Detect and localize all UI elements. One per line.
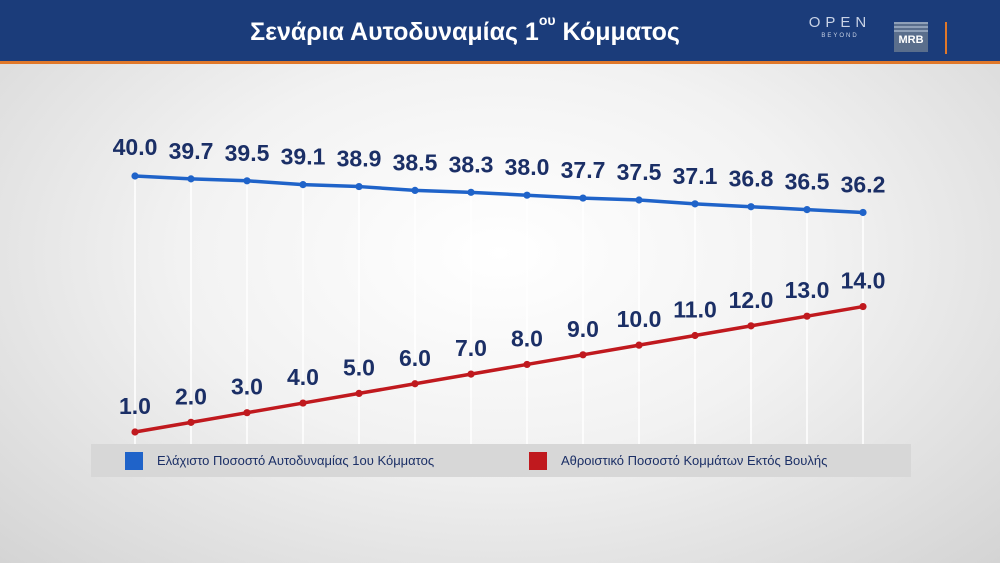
data-label-s2: 8.0	[511, 325, 543, 351]
mrb-logo-text: MRB	[898, 34, 924, 46]
data-point-s1	[635, 196, 643, 204]
logo-separator	[945, 22, 947, 54]
gridlines	[134, 176, 864, 444]
data-point-s2	[299, 399, 307, 407]
data-point-s1	[131, 172, 139, 180]
legend: Ελάχιστο Ποσοστό Αυτοδυναμίας 1ου Κόμματ…	[91, 444, 911, 477]
title-main: Σενάρια Αυτοδυναμίας 1	[250, 18, 539, 46]
data-label-s1: 37.7	[561, 157, 606, 183]
data-point-s1	[747, 203, 755, 211]
data-label-s1: 39.1	[281, 144, 326, 170]
data-point-s2	[243, 409, 251, 417]
data-label-s1: 38.5	[393, 149, 438, 175]
data-labels: 40.0 39.7 39.5 39.1 38.9 38.5 38.3 38.0 37.7 37.5…	[113, 134, 886, 419]
data-point-s2	[803, 312, 811, 320]
data-point-s1	[243, 177, 251, 185]
series-lines	[134, 174, 864, 434]
series-points	[131, 172, 867, 436]
data-point-s2	[355, 389, 363, 397]
legend-item-series1: Ελάχιστο Ποσοστό Αυτοδυναμίας 1ου Κόμματ…	[125, 444, 434, 477]
data-point-s2	[523, 360, 531, 369]
data-point-s1	[187, 175, 195, 183]
legend-label-series2: Αθροιστικό Ποσοστό Κομμάτων Εκτός Βουλής	[561, 453, 828, 468]
data-point-s2	[187, 418, 195, 426]
data-label-s1: 40.0	[113, 134, 158, 160]
data-point-s1	[411, 186, 419, 194]
chart-title: Σενάρια Αυτοδυναμίας 1ου Κόμματος	[0, 0, 930, 64]
series-line-1	[134, 174, 864, 215]
data-label-s2: 10.0	[617, 306, 662, 332]
data-point-s1	[299, 181, 307, 189]
data-label-s1: 36.2	[841, 171, 886, 197]
title-superscript: ου	[538, 12, 556, 28]
data-point-s2	[411, 380, 419, 388]
data-label-s1: 39.7	[169, 138, 214, 164]
data-point-s1	[579, 194, 587, 202]
data-label-s1: 38.3	[449, 151, 494, 177]
data-label-s2: 13.0	[785, 277, 830, 303]
data-label-s2: 1.0	[119, 393, 151, 419]
title-end: Κόμματος	[555, 18, 680, 46]
data-label-s2: 7.0	[455, 335, 487, 361]
legend-label-series1: Ελάχιστο Ποσοστό Αυτοδυναμίας 1ου Κόμματ…	[157, 453, 435, 468]
data-point-s2	[859, 302, 867, 311]
data-point-s1	[803, 206, 811, 214]
data-point-s2	[635, 341, 643, 349]
data-label-s1: 36.8	[729, 166, 774, 192]
data-point-s2	[691, 331, 699, 340]
data-point-s1	[523, 191, 531, 199]
data-label-s2: 12.0	[729, 287, 774, 313]
data-point-s1	[355, 182, 363, 191]
data-point-s2	[467, 370, 475, 378]
data-point-s1	[467, 188, 475, 196]
data-label-s2: 9.0	[567, 316, 599, 342]
open-beyond-logo: OPEN BEYOND	[805, 14, 875, 39]
mrb-logo: MRB	[894, 22, 928, 52]
data-label-s1: 39.5	[225, 140, 270, 166]
data-label-s1: 38.9	[337, 146, 382, 172]
logo-open-sub: BEYOND	[821, 33, 859, 39]
data-label-s2: 2.0	[175, 383, 207, 409]
legend-swatch-series1	[125, 451, 143, 470]
data-point-s1	[859, 208, 867, 217]
legend-item-series2: Αθροιστικό Ποσοστό Κομμάτων Εκτός Βουλής	[529, 444, 827, 477]
data-point-s2	[579, 351, 587, 359]
data-label-s1: 36.5	[785, 169, 830, 195]
data-label-s2: 14.0	[841, 268, 886, 294]
data-label-s1: 38.0	[505, 154, 550, 180]
data-label-s2: 5.0	[343, 354, 375, 380]
data-label-s1: 37.1	[673, 163, 718, 189]
data-label-s2: 4.0	[287, 364, 319, 390]
data-label-s2: 6.0	[399, 345, 431, 371]
legend-swatch-series2	[529, 451, 547, 470]
logo-open-text: OPEN	[808, 14, 872, 31]
data-point-s2	[131, 428, 139, 436]
data-label-s2: 3.0	[231, 374, 263, 400]
series-line-2	[134, 304, 864, 434]
data-label-s1: 37.5	[617, 159, 662, 185]
data-label-s2: 11.0	[673, 297, 717, 323]
data-point-s1	[691, 200, 699, 208]
data-point-s2	[747, 322, 755, 330]
header-bar: Σενάρια Αυτοδυναμίας 1ου Κόμματος OPEN B…	[0, 0, 1000, 64]
